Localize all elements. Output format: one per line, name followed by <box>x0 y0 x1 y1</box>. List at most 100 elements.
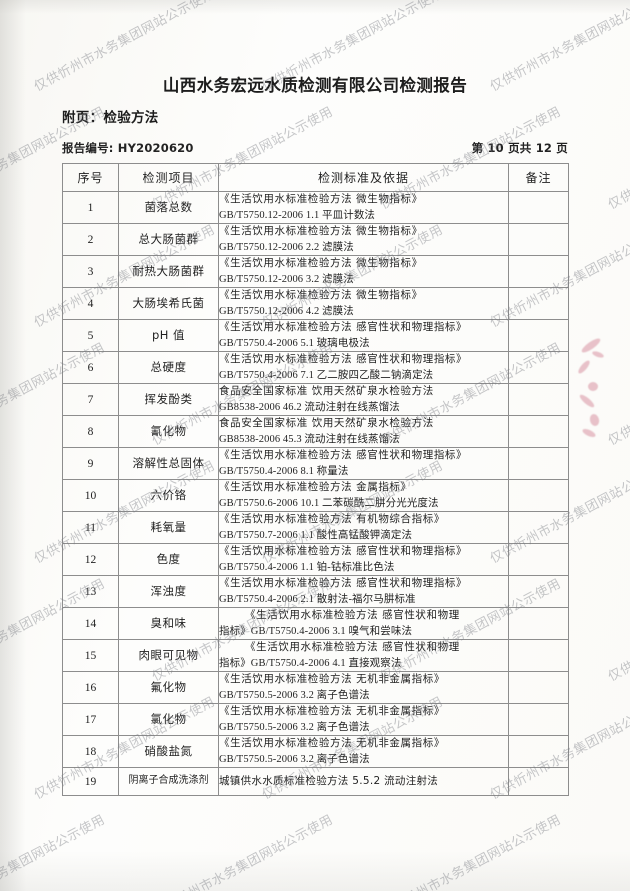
cell-note <box>508 735 569 768</box>
standard-line-1: 《生活饮用水标准检验方法 有机物综合指标》 <box>219 513 445 526</box>
cell-sequence: 12 <box>62 543 119 576</box>
standard-line-2: 指标》GB/T5750.4-2006 4.1 直接观察法 <box>219 657 402 669</box>
cell-test-item: 耐热大肠菌群 <box>118 255 219 288</box>
cell-note <box>508 351 569 384</box>
standard-line-1: 食品安全国家标准 饮用天然矿泉水检验方法 <box>219 417 434 430</box>
cell-test-item: 色度 <box>118 543 219 576</box>
cell-test-item: 臭和味 <box>118 607 219 640</box>
cell-standard: 食品安全国家标准 饮用天然矿泉水检验方法 GB8538-2006 45.3 流动注… <box>218 415 509 448</box>
cell-standard: 《生活饮用水标准检验方法 感官性状和物理指标》 GB/T5750.4-2006 7… <box>218 351 509 384</box>
table-row: 14 臭和味 《生活饮用水标准检验方法 感官性状和物理 指标》GB/T5750.4-2… <box>62 607 569 640</box>
red-stamp-smudge <box>570 336 616 448</box>
watermark-text: 仅供忻州市水务集团网站公示使用 <box>377 812 564 891</box>
standard-line-2: GB/T5750.12-2006 2.2 滤膜法 <box>219 241 354 253</box>
cell-sequence: 16 <box>62 671 119 704</box>
cell-sequence: 8 <box>62 415 119 448</box>
standard-line-2: GB/T5750.6-2006 10.1 二苯碳酰二肼分光光度法 <box>219 497 439 509</box>
cell-standard: 《生活饮用水标准检验方法 无机非金属指标》 GB/T5750.5-2006 3.2… <box>218 671 509 704</box>
cell-sequence: 15 <box>62 639 119 672</box>
watermark-text: 仅供忻州市水务集团网站公示使用 <box>149 812 336 891</box>
standard-line-1: 《生活饮用水标准检验方法 感官性状和物理指标》 <box>219 449 468 462</box>
standard-line-1: 《生活饮用水标准检验方法 感官性状和物理 <box>245 641 460 654</box>
page-number: 第 10 页共 12 页 <box>471 141 568 155</box>
cell-test-item: 氟化物 <box>118 671 219 704</box>
report-number: 报告编号: HY2020620 <box>62 141 194 155</box>
cell-test-item: 菌落总数 <box>118 191 219 224</box>
cell-sequence: 14 <box>62 607 119 640</box>
cell-note <box>508 447 569 480</box>
standard-line-2: GB8538-2006 45.3 流动注射在线蒸馏法 <box>219 433 400 445</box>
table-row: 2 总大肠菌群 《生活饮用水标准检验方法 微生物指标》 GB/T5750.12-200… <box>62 223 569 256</box>
standard-line-1: 《生活饮用水标准检验方法 感官性状和物理指标》 <box>219 321 468 334</box>
cell-test-item: 大肠埃希氏菌 <box>118 287 219 320</box>
cell-test-item: 挥发酚类 <box>118 383 219 416</box>
table-row: 9 溶解性总固体 《生活饮用水标准检验方法 感官性状和物理指标》 GB/T5750.4… <box>62 447 569 480</box>
cell-standard: 《生活饮用水标准检验方法 感官性状和物理指标》 GB/T5750.4-2006 2… <box>218 575 509 608</box>
table-row: 15 肉眼可见物 《生活饮用水标准检验方法 感官性状和物理指标》GB/T5750.4… <box>62 639 569 672</box>
cell-test-item: 溶解性总固体 <box>118 447 219 480</box>
cell-standard: 《生活饮用水标准检验方法 感官性状和物理指标》GB/T5750.4-2006 3… <box>218 607 509 640</box>
standard-line-1: 《生活饮用水标准检验方法 微生物指标》 <box>219 225 423 238</box>
cell-sequence: 1 <box>62 191 119 224</box>
test-methods-table: 序号 检测项目 检测标准及依据 备注 1 菌落总数 《生活饮用水标准检验方法 微生物… <box>62 163 569 796</box>
cell-standard: 《生活饮用水标准检验方法 微生物指标》 GB/T5750.12-2006 3.2 … <box>218 255 509 288</box>
watermark-text: 仅供忻州市水务集团网站公示使用 <box>605 812 630 891</box>
cell-note <box>508 479 569 512</box>
cell-note <box>508 575 569 608</box>
standard-line-1: 《生活饮用水标准检验方法 感官性状和物理 <box>245 609 460 622</box>
watermark-text: 仅供忻州市水务集团网站公示使用 <box>605 576 630 685</box>
cell-test-item: 总硬度 <box>118 351 219 384</box>
standard-line-1: 食品安全国家标准 饮用天然矿泉水检验方法 <box>219 385 434 398</box>
cell-note <box>508 671 569 704</box>
table-row: 12 色度 《生活饮用水标准检验方法 感官性状和物理指标》 GB/T5750.4-20… <box>62 543 569 576</box>
standard-line-2: GB/T5750.4-2006 2.1 散射法-福尔马肼标准 <box>219 593 416 605</box>
standard-line-2: GB/T5750.5-2006 3.2 离子色谱法 <box>219 753 370 765</box>
table-body: 1 菌落总数 《生活饮用水标准检验方法 微生物指标》 GB/T5750.12-2006… <box>62 191 569 796</box>
cell-standard: 《生活饮用水标准检验方法 微生物指标》 GB/T5750.12-2006 1.1 … <box>218 191 509 224</box>
page-title: 山西水务宏远水质检测有限公司检测报告 <box>162 76 468 95</box>
standard-line-1: 《生活饮用水标准检验方法 无机非金属指标》 <box>219 737 445 750</box>
header-seq: 序号 <box>62 163 119 192</box>
table-row: 3 耐热大肠菌群 《生活饮用水标准检验方法 微生物指标》 GB/T5750.12-20… <box>62 255 569 288</box>
standard-line-2: 指标》GB/T5750.4-2006 3.1 嗅气和尝味法 <box>219 625 413 637</box>
cell-standard: 《生活饮用水标准检验方法 感官性状和物理指标》 GB/T5750.4-2006 5… <box>218 319 509 352</box>
cell-note <box>508 223 569 256</box>
standard-line-2: GB/T5750.4-2006 8.1 称量法 <box>219 465 349 477</box>
cell-standard: 《生活饮用水标准检验方法 微生物指标》 GB/T5750.12-2006 4.2 … <box>218 287 509 320</box>
standard-line-2: GB/T5750.4-2006 5.1 玻璃电极法 <box>219 337 370 349</box>
table-row: 10 六价铬 《生活饮用水标准检验方法 金属指标》 GB/T5750.6-2006 1… <box>62 479 569 512</box>
standard-line-2: GB/T5750.12-2006 1.1 平皿计数法 <box>219 209 376 221</box>
cell-standard: 食品安全国家标准 饮用天然矿泉水检验方法 GB8538-2006 46.2 流动注… <box>218 383 509 416</box>
cell-sequence: 6 <box>62 351 119 384</box>
standard-line-2: GB/T5750.5-2006 3.2 离子色谱法 <box>219 689 370 701</box>
cell-note <box>508 191 569 224</box>
cell-test-item: 硝酸盐氮 <box>118 735 219 768</box>
cell-sequence: 13 <box>62 575 119 608</box>
cell-sequence: 11 <box>62 511 119 544</box>
cell-standard: 《生活饮用水标准检验方法 金属指标》 GB/T5750.6-2006 10.1 二… <box>218 479 509 512</box>
cell-sequence: 10 <box>62 479 119 512</box>
standard-line: 城镇供水水质标准检验方法 5.5.2 流动注射法 <box>219 774 439 787</box>
cell-note <box>508 543 569 576</box>
cell-standard: 《生活饮用水标准检验方法 无机非金属指标》 GB/T5750.5-2006 3.2… <box>218 735 509 768</box>
cell-standard: 城镇供水水质标准检验方法 5.5.2 流动注射法 <box>218 767 509 796</box>
watermark-text: 仅供忻州市水务集团网站公示使用 <box>605 340 630 449</box>
header-item: 检测项目 <box>118 163 219 192</box>
cell-standard: 《生活饮用水标准检验方法 感官性状和物理指标》 GB/T5750.4-2006 8… <box>218 447 509 480</box>
watermark-text: 仅供忻州市水务集团网站公示使用 <box>605 104 630 213</box>
cell-test-item: 肉眼可见物 <box>118 639 219 672</box>
standard-line-1: 《生活饮用水标准检验方法 微生物指标》 <box>219 257 423 270</box>
table-header-row: 序号 检测项目 检测标准及依据 备注 <box>62 163 569 192</box>
report-meta-row: 报告编号: HY2020620 第 10 页共 12 页 <box>62 140 568 156</box>
cell-sequence: 9 <box>62 447 119 480</box>
cell-standard: 《生活饮用水标准检验方法 微生物指标》 GB/T5750.12-2006 2.2 … <box>218 223 509 256</box>
cell-note <box>508 703 569 736</box>
cell-standard: 《生活饮用水标准检验方法 感官性状和物理指标》 GB/T5750.4-2006 1… <box>218 543 509 576</box>
standard-line-2: GB/T5750.4-2006 1.1 铂-钴标准比色法 <box>219 561 395 573</box>
cell-test-item: 氯化物 <box>118 703 219 736</box>
standard-line-1: 《生活饮用水标准检验方法 金属指标》 <box>219 481 412 494</box>
cell-note <box>508 607 569 640</box>
cell-test-item: 总大肠菌群 <box>118 223 219 256</box>
standard-line-2: GB/T5750.12-2006 4.2 滤膜法 <box>219 305 354 317</box>
table-row: 7 挥发酚类 食品安全国家标准 饮用天然矿泉水检验方法 GB8538-2006 46.… <box>62 383 569 416</box>
